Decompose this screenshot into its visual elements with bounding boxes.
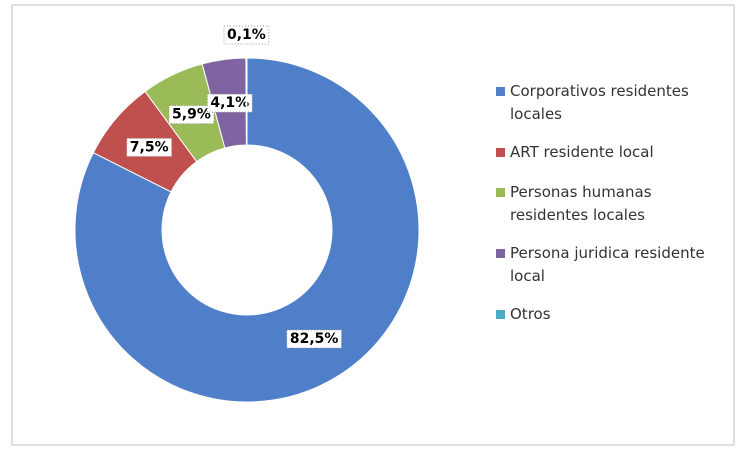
data-label-group: 4,1% [206,93,253,113]
legend-swatch [496,148,505,157]
data-label-group: 5,9% [168,105,215,125]
data-label-box [286,329,342,349]
data-label: 82,5% [290,331,339,347]
legend-item: Corporativos residentes locales [496,80,726,126]
legend-swatch [496,310,505,319]
data-label: 5,9% [172,107,211,123]
legend-swatch [496,87,505,96]
legend-label: ART residente local [510,143,654,161]
data-label: 7,5% [130,139,169,155]
legend-label: Personas humanas residentes locales [510,183,652,224]
data-label-box [206,93,253,113]
legend-label: Persona juridica residente local [510,244,705,285]
legend: Corporativos residentes locales ART resid… [496,80,726,326]
legend-swatch [496,188,505,197]
data-label-group: 82,5% [286,329,342,349]
legend-label: Corporativos residentes locales [510,82,689,123]
data-label-group: 0,1% [223,25,270,45]
legend-label: Otros [510,305,551,323]
legend-item: Persona juridica residente local [496,242,726,288]
legend-item: ART residente local [496,141,726,164]
legend-swatch [496,249,505,258]
data-label-box [168,105,215,125]
legend-item: Otros [496,303,726,326]
data-label-box [126,137,173,157]
donut-segment [74,57,420,403]
donut-segment [245,57,248,146]
legend-item: Personas humanas residentes locales [496,181,726,227]
data-label: 0,1% [227,27,266,43]
data-label-box [223,25,270,45]
data-label-group: 7,5% [126,137,173,157]
data-label: 4,1% [210,95,249,111]
